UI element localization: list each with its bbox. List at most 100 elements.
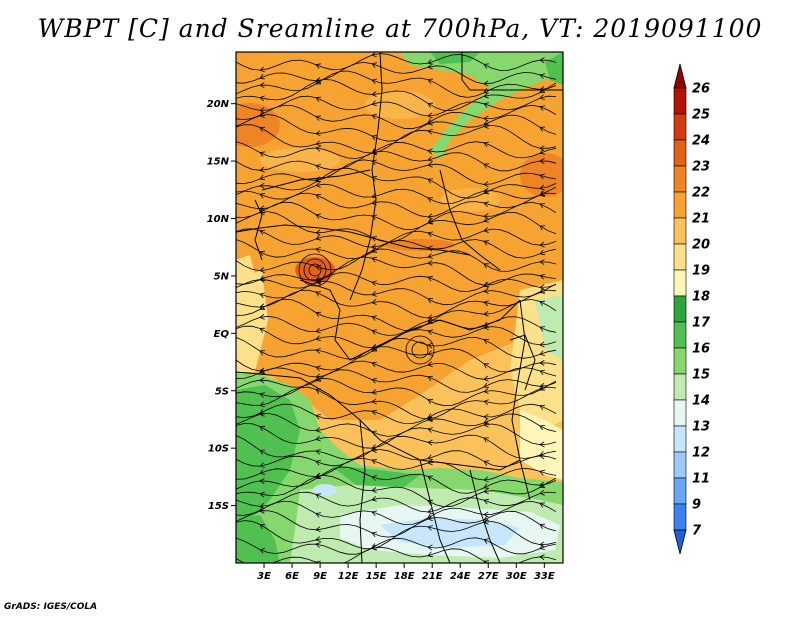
streamline [236,449,557,468]
colorbar-swatch [673,321,687,349]
streamline-arrow [315,373,321,380]
streamline-arrow [427,499,434,506]
streamline-arrow [483,460,490,466]
streamline-arrow [539,404,546,411]
streamline-arrow [427,525,433,531]
streamline-arrow [371,91,377,97]
streamline [236,346,557,373]
streamline-arrow [427,361,433,368]
streamline-arrow [539,225,545,231]
streamline-arrow [371,377,377,384]
streamline-arrow [427,314,433,321]
streamline-arrow [371,315,377,321]
streamline-arrow [483,227,489,233]
streamline-arrow [371,193,377,199]
streamline-arrow [539,541,545,548]
streamline [236,95,557,117]
colorbar-level-label: 11 [692,472,710,487]
lon-tick-label: 30E [506,571,527,582]
colorbar-swatch [673,503,687,531]
colorbar-bottom-arrow [673,529,687,555]
streamline-arrow [259,126,266,132]
streamline-gyre [298,253,332,287]
streamline-arrow [259,313,265,320]
streamline-arrow [483,363,489,369]
streamline [236,474,557,508]
colorbar-level-label: 24 [692,134,710,149]
colorbar-level-label: 21 [692,212,710,227]
colorbar: 7 9 11 12 13 14 15 16 17 18 19 20 21 22 23 24 25 26 [673,63,711,555]
streamline-arrow [371,531,377,538]
streamline-arrow [315,246,321,253]
streamline [236,114,557,142]
streamline-arrow [483,240,490,246]
streamline-arrow [427,112,433,119]
streamline-arrow [315,473,321,479]
streamline-arrow [259,327,266,334]
colorbar-level-label: 7 [692,524,702,539]
streamline [236,298,557,331]
longitude-axis: 3E 6E 9E 12E 15E 18E 21E 24E 27E 30E 33E [257,563,555,582]
streamline-arrow [259,292,265,299]
streamline-arrow [259,478,265,485]
streamline-arrow [427,63,433,70]
streamline [236,256,557,286]
streamline [236,360,557,380]
streamline-arrow [315,460,321,466]
streamline-arrow [259,449,266,455]
streamline [236,53,557,71]
streamline-arrow [315,365,321,372]
streamline-arrow [259,82,265,89]
streamline-arrow [427,161,433,168]
streamline-arrow [483,476,489,483]
lon-tick-label: 12E [338,571,359,582]
streamline-arrow [483,321,490,328]
streamline-arrow [427,416,433,423]
streamline-arrow [539,382,545,389]
colorbar-swatch [673,373,687,401]
streamline-arrow [315,130,321,137]
streamline-arrow [483,181,489,188]
streamline-arrow [483,63,490,69]
colorbar-swatch [673,477,687,505]
streamline-arrow [539,73,545,79]
streamline-arrow [371,100,377,107]
streamline-arrow [483,187,489,194]
streamline-arrow [259,377,265,384]
streamline-arrow [315,181,321,188]
streamline-arrow [427,197,434,203]
streamline-arrow [539,288,545,294]
streamline-arrow [539,326,546,332]
colorbar-swatch [673,191,687,219]
streamline-arrow [427,148,433,155]
lon-tick-label: 6E [285,571,299,582]
streamline [236,78,557,111]
streamline-arrow [315,229,321,236]
streamline-arrow [315,536,321,542]
streamline-arrow [259,410,265,417]
streamline-arrow [483,122,489,129]
streamline-arrow [539,385,545,391]
streamline-arrow [315,449,321,455]
streamline-arrow [315,347,321,354]
streamline-arrow [427,156,433,162]
streamline-arrow [427,178,434,184]
colorbar-top-arrow [673,63,687,89]
streamline-arrow [539,350,545,356]
streamline-arrow [259,166,265,173]
colorbar-level-label: 19 [692,264,710,279]
streamline-arrow [427,350,433,356]
streamline-arrow [539,105,546,111]
streamline [236,239,557,259]
chart-title: WBPT [C] and Sreamline at 700hPa, VT: 20… [37,14,763,43]
streamline-arrow [539,489,545,496]
lon-tick-label: 33E [534,571,555,582]
streamline [236,201,557,231]
streamline-arrow [539,191,545,197]
streamline [236,403,557,425]
streamline-arrow [259,548,265,554]
streamline-arrow [483,488,489,495]
colorbar-swatch [673,269,687,297]
colorbar-level-label: 14 [692,394,710,409]
streamline-arrow [539,453,545,460]
